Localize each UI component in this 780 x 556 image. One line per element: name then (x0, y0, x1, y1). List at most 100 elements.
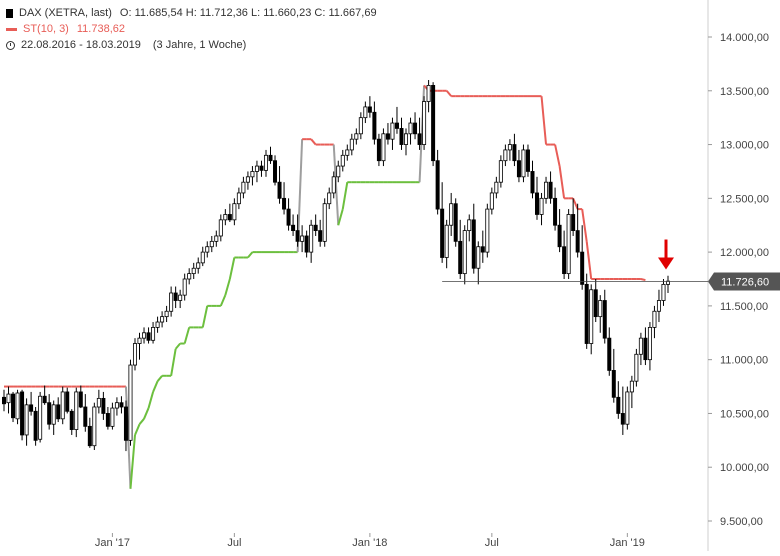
candle-body (273, 160, 278, 183)
candle-body (20, 391, 25, 436)
candle-body (440, 208, 445, 258)
candle-body (413, 122, 418, 135)
candle-body (105, 413, 110, 427)
candle-body (322, 203, 327, 242)
candle-body (214, 235, 219, 242)
candle-body (92, 406, 97, 447)
candle-body (480, 246, 485, 253)
candle-body (611, 370, 616, 398)
candle-body (187, 273, 192, 280)
y-tick-label: 13.000,00 (720, 140, 769, 152)
candle-body (638, 337, 643, 355)
x-tick-label: Jul (227, 537, 241, 549)
candle-body (74, 391, 79, 430)
ohlc-label: O: 11.685,54 H: 11.712,36 L: 11.660,23 C… (119, 7, 377, 19)
supertrend-segment (183, 327, 191, 344)
candle-body (476, 246, 481, 269)
instrument-label: DAX (XETRA, last) (19, 7, 112, 19)
candle-body (254, 165, 259, 172)
candle-body (580, 251, 585, 285)
supertrend-segment (156, 375, 163, 382)
candle-body (263, 154, 268, 171)
supertrend-segment (152, 380, 159, 393)
y-tick-label: 9.500,00 (720, 516, 763, 528)
supertrend-segment (332, 144, 340, 226)
supertrend-segment (170, 348, 177, 376)
candle-body (250, 171, 255, 178)
candle-body (42, 395, 47, 404)
candle-body (11, 393, 16, 419)
candle-body (652, 310, 657, 328)
candle-body (196, 262, 201, 269)
candle-body (340, 154, 345, 167)
candle-body (629, 380, 634, 393)
candle-body (634, 353, 639, 382)
candle-body (462, 230, 467, 275)
candle-body (494, 181, 499, 194)
candle-body (78, 391, 83, 408)
candle-body (557, 224, 562, 248)
indicator-value: 11.738,62 (76, 23, 125, 35)
supertrend-segment (174, 342, 181, 350)
candle-body (507, 144, 512, 151)
candle-body (295, 230, 300, 242)
candle-body (60, 391, 65, 420)
candle-body (232, 203, 237, 221)
candle-body (51, 404, 56, 425)
candle-body (286, 208, 291, 226)
legend-range-row: 22.08.2016 - 18.03.2019 (3 Jahre, 1 Woch… (6, 37, 377, 53)
candle-body (661, 283, 666, 301)
candle-body (209, 240, 214, 248)
y-tick-label: 11.000,00 (720, 355, 768, 367)
candle-body (119, 402, 124, 408)
chart-legend: DAX (XETRA, last) O: 11.685,54 H: 11.712… (6, 5, 377, 53)
candle-body (259, 165, 264, 171)
candle-body (467, 219, 472, 232)
supertrend-segment (219, 294, 227, 307)
candle-body (128, 364, 133, 441)
candle-body (376, 138, 381, 162)
candle-body (444, 224, 449, 258)
candle-body (345, 149, 350, 156)
supertrend-segment (124, 386, 132, 489)
date-range-label: 22.08.2016 - 18.03.2019 (21, 39, 141, 51)
candle-body (548, 181, 553, 199)
candle-body (142, 332, 147, 339)
supertrend-segment (201, 305, 209, 328)
candle-body (530, 171, 535, 194)
candle-body (182, 278, 187, 296)
supertrend-segment (640, 278, 646, 282)
candle-body (277, 181, 282, 199)
candle-body (471, 219, 476, 269)
candle-body (178, 294, 183, 301)
supertrend-swatch-icon (6, 27, 17, 31)
y-tick-label: 13.500,00 (720, 86, 769, 98)
candle-body (96, 397, 101, 408)
candle-body (354, 133, 359, 140)
candle-body (2, 396, 7, 405)
candle-body (123, 406, 128, 441)
candle-body (390, 122, 395, 140)
supertrend-segment (134, 423, 141, 436)
signal-arrow-icon (658, 257, 674, 270)
current-price-tag (708, 272, 780, 291)
candle-body (83, 406, 88, 427)
supertrend-segment (224, 278, 231, 296)
candle-body (385, 133, 390, 140)
candle-body (521, 149, 526, 178)
y-tick-label: 11.500,00 (720, 301, 768, 313)
candle-body (218, 219, 223, 237)
candle-body (602, 300, 607, 339)
indicator-label: ST(10, 3) (23, 23, 69, 35)
candle-body (205, 246, 210, 253)
supertrend-segment (585, 241, 593, 280)
candle-body (404, 133, 409, 145)
supertrend-segment (581, 208, 588, 242)
candle-body (318, 230, 323, 242)
candle-body (566, 214, 571, 275)
candle-body (227, 214, 232, 221)
supertrend-segment (310, 138, 317, 146)
candle-body (598, 300, 603, 318)
candle-body (151, 326, 156, 341)
